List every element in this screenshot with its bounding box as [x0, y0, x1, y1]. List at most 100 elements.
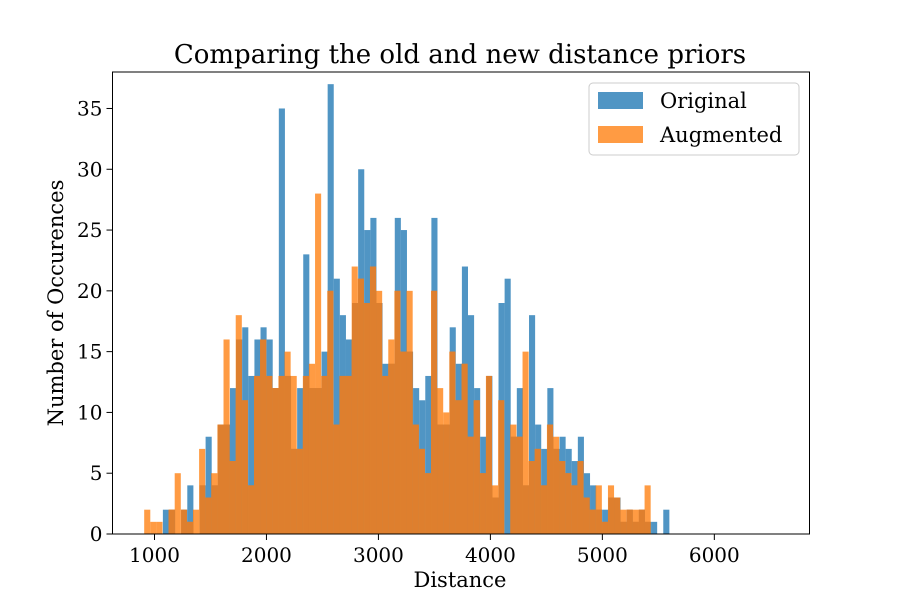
overlap-bar-29	[266, 375, 273, 534]
overlap-bar-79	[419, 448, 425, 534]
original-bar-19	[278, 108, 285, 534]
overlap-bar-33	[278, 375, 285, 534]
overlap-bar-89	[449, 351, 456, 534]
overlap-bar-101	[486, 375, 493, 534]
overlap-bar-129	[577, 461, 584, 534]
overlap-bar-67	[382, 375, 389, 534]
overlap-bar-103	[492, 497, 499, 534]
y-tick-label: 35	[77, 96, 102, 120]
augmented-bar-8	[193, 509, 200, 534]
overlap-bar-151	[644, 521, 651, 534]
overlap-bar-15	[223, 424, 230, 534]
overlap-bar-73	[400, 351, 407, 534]
overlap-bar-145	[626, 509, 633, 534]
overlap-bar-91	[455, 400, 462, 534]
overlap-bar-139	[608, 497, 615, 534]
y-tick-label: 15	[77, 340, 102, 364]
overlap-bar-85	[437, 424, 444, 534]
y-tick-label: 5	[90, 461, 103, 485]
series-overlap-bars	[168, 266, 651, 534]
overlap-bar-71	[394, 290, 401, 534]
overlap-bar-141	[614, 497, 621, 534]
x-tick-label: 6000	[689, 543, 740, 567]
original-bar-28	[333, 278, 340, 534]
overlap-bar-97	[474, 400, 480, 534]
original-bar-50	[467, 315, 475, 534]
overlap-bar-11	[211, 485, 218, 534]
overlap-bar-105	[498, 400, 505, 534]
overlap-bar-59	[358, 278, 364, 534]
augmented-bar-0	[144, 509, 151, 534]
legend: Original Augmented	[588, 82, 800, 156]
overlap-bar-135	[596, 509, 602, 534]
y-tick-label: 30	[77, 157, 102, 181]
original-bar-7	[205, 436, 212, 534]
overlap-bar-63	[370, 266, 377, 534]
overlap-bar-45	[315, 388, 322, 534]
x-axis-label: Distance	[413, 568, 506, 592]
augmented-bar-62	[522, 351, 529, 534]
overlap-bar-109	[516, 436, 523, 534]
chart-title: Comparing the old and new distance prior…	[174, 40, 746, 70]
y-axis-ticks: 0 5 10 15 20 25 30 35	[77, 96, 113, 546]
original-bar-0	[162, 509, 169, 534]
overlap-bar-57	[352, 303, 358, 534]
overlap-bar-133	[590, 509, 596, 534]
overlap-bar-123	[559, 461, 566, 534]
original-bar-43	[425, 375, 432, 534]
x-axis-ticks: 1000 2000 3000 4000 5000 6000	[129, 534, 740, 567]
overlap-bar-125	[565, 473, 572, 534]
overlap-bar-61	[364, 303, 370, 534]
y-axis-label: Number of Occurences	[44, 180, 68, 427]
legend-label-original: Original	[660, 89, 747, 113]
overlap-bar-143	[620, 521, 627, 534]
augmented-bar-1	[150, 521, 157, 534]
overlap-bar-7	[199, 485, 206, 534]
overlap-bar-53	[339, 375, 346, 534]
overlap-bar-37	[291, 448, 297, 534]
x-tick-label: 4000	[465, 543, 516, 567]
overlap-bar-99	[480, 473, 486, 534]
y-tick-label: 25	[77, 218, 102, 242]
overlap-bar-127	[571, 485, 578, 534]
overlap-bar-13	[217, 424, 224, 534]
overlap-bar-55	[345, 375, 352, 534]
overlap-bar-81	[425, 473, 431, 534]
original-bar-80	[651, 521, 658, 534]
legend-label-augmented: Augmented	[659, 123, 782, 147]
y-tick-label: 10	[77, 400, 102, 424]
original-bar-4	[187, 485, 194, 534]
overlap-bar-27	[260, 339, 267, 534]
overlap-bar-17	[230, 461, 236, 534]
overlap-bar-19	[236, 339, 242, 534]
overlap-bar-31	[272, 388, 279, 534]
overlap-bar-113	[529, 461, 535, 534]
plot-frame	[112, 71, 810, 535]
original-bar-14	[248, 375, 255, 534]
overlap-bar-149	[638, 509, 645, 534]
augmented-bar-28	[315, 193, 322, 534]
overlap-bar-25	[254, 375, 261, 534]
legend-swatch-original	[598, 92, 643, 109]
overlap-bar-41	[303, 375, 309, 534]
overlap-bar-39	[297, 448, 303, 534]
legend-swatch-augmented	[598, 126, 643, 143]
overlap-bar-111	[522, 485, 529, 534]
overlap-bar-1	[168, 509, 175, 534]
augmented-bar-82	[644, 485, 651, 534]
overlap-bar-87	[443, 424, 450, 534]
overlap-bar-51	[333, 424, 340, 534]
overlap-bar-83	[431, 290, 438, 534]
overlap-bar-3	[181, 509, 187, 534]
overlap-bar-147	[632, 521, 639, 534]
overlap-bar-137	[602, 521, 608, 534]
overlap-bar-131	[583, 497, 590, 534]
overlap-bar-119	[547, 424, 554, 534]
overlap-bar-95	[467, 436, 474, 534]
y-tick-label: 20	[77, 279, 102, 303]
x-tick-label: 3000	[353, 543, 404, 567]
x-tick-label: 1000	[129, 543, 180, 567]
overlap-bar-77	[413, 424, 419, 534]
overlap-bar-75	[406, 351, 413, 534]
